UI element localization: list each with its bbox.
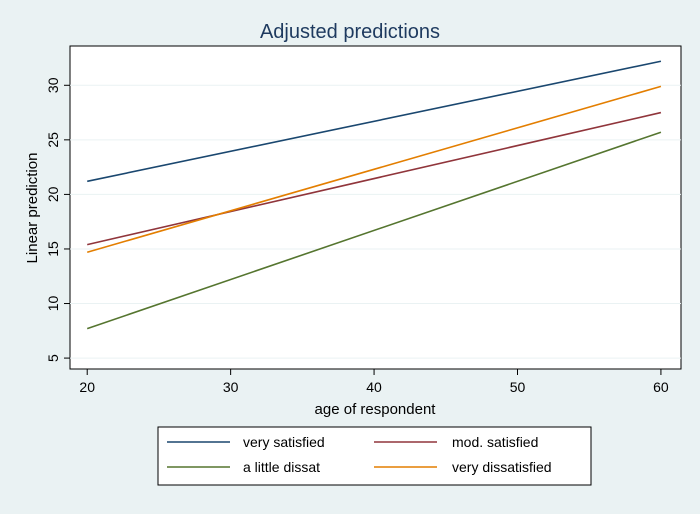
- x-tick-label: 60: [653, 379, 669, 395]
- series-line-3: [86, 131, 662, 330]
- x-tick-label: 50: [510, 379, 526, 395]
- series-line-4: [86, 85, 662, 254]
- y-tick-label: 30: [45, 77, 61, 93]
- x-tick-label: 20: [79, 379, 95, 395]
- y-tick-label: 10: [45, 296, 61, 312]
- series-line-2: [87, 111, 662, 246]
- series-lines: [86, 60, 662, 330]
- gridlines: [70, 84, 681, 359]
- plot-area: [69, 45, 682, 370]
- x-axis-label: age of respondent: [315, 401, 437, 418]
- y-tick-label: 20: [45, 186, 61, 202]
- y-axis-label: Linear prediction: [24, 153, 41, 264]
- legend: very satisfied mod. satisfied a little dis…: [157, 426, 592, 486]
- legend-label-1: very satisfied: [243, 434, 325, 450]
- y-tick-label: 25: [45, 132, 61, 148]
- legend-label-4: very dissatisfied: [452, 459, 552, 475]
- x-tick-label: 40: [366, 379, 382, 395]
- axes: 5 10 15 20 25 30 20 30 40 50 60: [45, 77, 669, 395]
- chart-title: Adjusted predictions: [260, 21, 440, 43]
- y-tick-label: 15: [45, 241, 61, 257]
- legend-label-2: mod. satisfied: [452, 434, 538, 450]
- y-tick-label: 5: [45, 354, 61, 362]
- x-tick-label: 30: [223, 379, 239, 395]
- series-line-1: [87, 60, 662, 183]
- legend-box: [157, 426, 592, 486]
- legend-label-3: a little dissat: [243, 459, 320, 475]
